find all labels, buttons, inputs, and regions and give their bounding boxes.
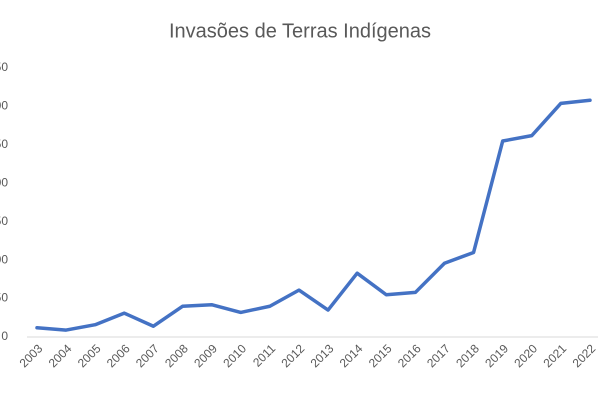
y-tick-label: 300	[0, 99, 8, 113]
y-tick-label: 0	[1, 329, 8, 343]
y-tick-label: 200	[0, 175, 8, 189]
chart-title: Invasões de Terras Indígenas	[169, 20, 431, 42]
y-tick-label: 100	[0, 252, 8, 266]
data-line	[35, 98, 592, 332]
y-tick-label: 50	[0, 291, 8, 305]
y-tick-label: 350	[0, 60, 8, 74]
y-tick-label: 250	[0, 137, 8, 151]
y-tick-label: 150	[0, 214, 8, 228]
